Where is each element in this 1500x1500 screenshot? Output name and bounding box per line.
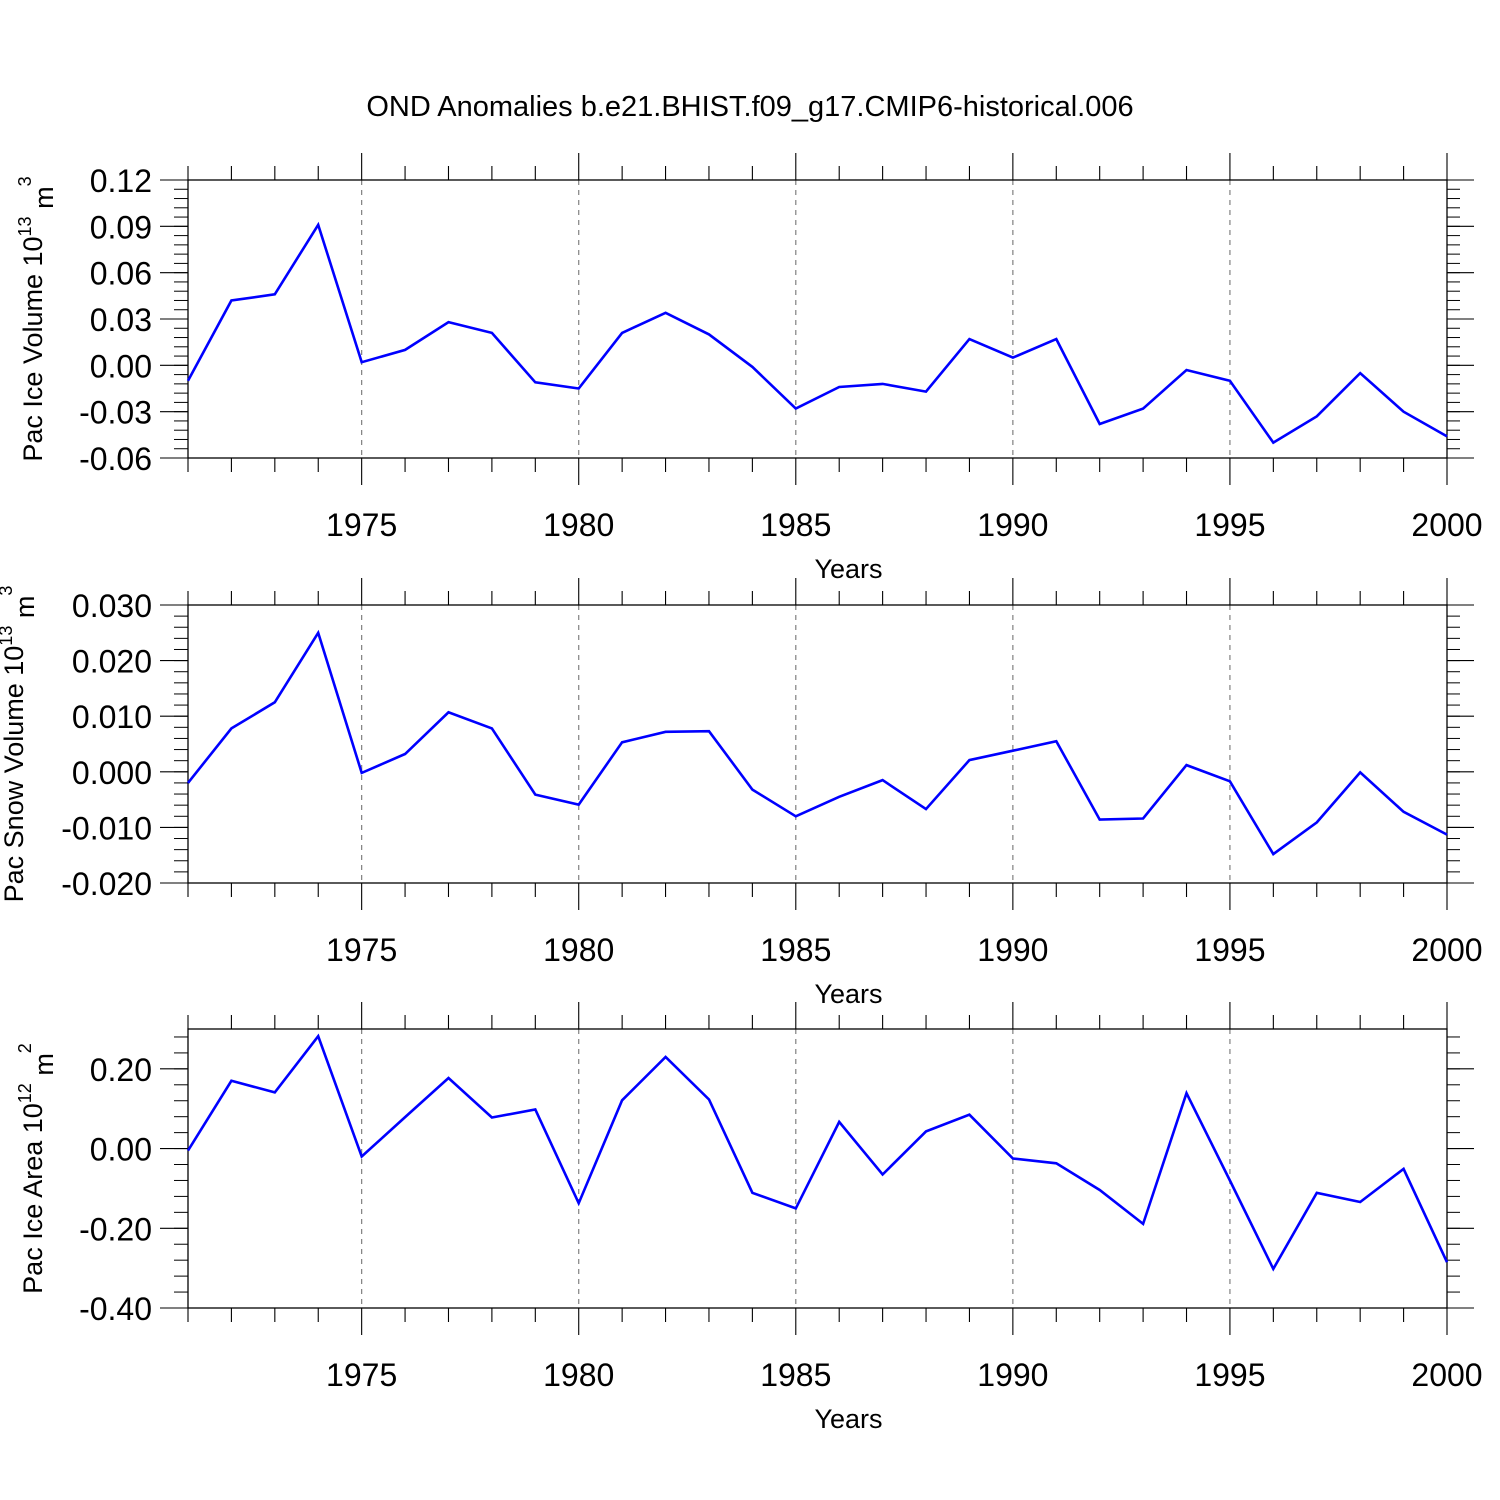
y-tick-label: 0.09 — [90, 209, 152, 245]
plot-frame — [187, 179, 1448, 459]
plot-frame — [187, 604, 1448, 884]
y-tick-label: -0.40 — [79, 1291, 152, 1327]
y-axis-label-ylabel-exp: 13 — [15, 216, 35, 236]
y-axis-label: Pac Snow Volume 1013 m3 — [0, 586, 40, 903]
x-tick-label: 1980 — [543, 1357, 614, 1393]
y-tick-label: 0.12 — [90, 163, 152, 199]
x-tick-label: 1985 — [760, 507, 831, 543]
y-axis-label-ylabel-unit-exp: 3 — [0, 586, 16, 596]
x-tick-label: 1995 — [1194, 1357, 1265, 1393]
y-axis-label-ylabel-exp: 13 — [0, 626, 16, 646]
x-tick-label: 1980 — [543, 507, 614, 543]
x-tick-label: 1995 — [1194, 932, 1265, 968]
y-tick-label: 0.030 — [72, 588, 152, 624]
y-axis-label-ylabel-unit: m — [29, 186, 59, 216]
x-tick-label: 1985 — [760, 932, 831, 968]
y-axis-label-ylabel-main: Pac Snow Volume 10 — [0, 646, 29, 903]
y-axis-label-ylabel-main: Pac Ice Area 10 — [18, 1103, 48, 1294]
x-tick-label: 1985 — [760, 1357, 831, 1393]
panel-3: -0.40 -0.20 0.00 0.20 1975 1980 1985 1990 1995 20… — [15, 1002, 1483, 1434]
x-tick-label: 1975 — [326, 507, 397, 543]
x-tick-label: 2000 — [1411, 932, 1482, 968]
y-axis-label: Pac Ice Area 1012 m2 — [15, 1043, 59, 1294]
y-tick-label: -0.010 — [61, 810, 152, 846]
x-tick-label: 1990 — [977, 932, 1048, 968]
y-tick-label: -0.20 — [79, 1211, 152, 1247]
y-tick-label: -0.020 — [61, 866, 152, 902]
series-line — [186, 629, 1448, 856]
y-axis-label-ylabel-unit-exp: 3 — [15, 176, 35, 186]
x-tick-label: 2000 — [1411, 1357, 1482, 1393]
y-tick-label: 0.010 — [72, 699, 152, 735]
y-tick-label: -0.06 — [79, 441, 152, 477]
panel-2: -0.020 -0.010 0.000 0.010 0.020 0.030 1975 1980… — [0, 578, 1483, 1009]
plot-frame — [187, 1028, 1448, 1309]
x-tick-label: 1975 — [326, 932, 397, 968]
x-axis-label: Years — [814, 554, 882, 584]
y-tick-label: -0.03 — [79, 395, 152, 431]
x-tick-label: 1990 — [977, 507, 1048, 543]
y-axis-label: Pac Ice Volume 1013 m3 — [15, 176, 59, 461]
x-tick-label: 1975 — [326, 1357, 397, 1393]
y-axis-label-ylabel-unit-exp: 2 — [15, 1043, 35, 1053]
series-line — [186, 1033, 1449, 1272]
y-tick-label: 0.000 — [72, 755, 152, 791]
x-axis-label: Years — [814, 979, 882, 1009]
x-tick-label: 1995 — [1194, 507, 1265, 543]
chart-title: OND Anomalies b.e21.BHIST.f09_g17.CMIP6-… — [366, 91, 1133, 123]
y-tick-label: 0.020 — [72, 644, 152, 680]
x-axis-label: Years — [814, 1404, 882, 1434]
panel-1: -0.06 -0.03 0.00 0.03 0.06 0.09 0.12 1975 1980 19… — [15, 153, 1483, 584]
y-axis-label-ylabel-unit: m — [10, 596, 40, 626]
y-axis-label-ylabel-main: Pac Ice Volume 10 — [18, 236, 48, 461]
x-tick-label: 1980 — [543, 932, 614, 968]
y-axis-label-ylabel-unit: m — [29, 1053, 59, 1083]
series-line — [186, 221, 1448, 445]
panels: -0.06 -0.03 0.00 0.03 0.06 0.09 0.12 1975 1980 19… — [0, 153, 1483, 1434]
y-tick-label: 0.00 — [90, 348, 152, 384]
x-tick-label: 2000 — [1411, 507, 1482, 543]
x-tick-label: 1990 — [977, 1357, 1048, 1393]
y-tick-label: 0.20 — [90, 1052, 152, 1088]
y-tick-label: 0.03 — [90, 302, 152, 338]
y-tick-label: 0.06 — [90, 256, 152, 292]
y-tick-label: 0.00 — [90, 1132, 152, 1168]
y-axis-label-ylabel-exp: 12 — [15, 1083, 35, 1103]
